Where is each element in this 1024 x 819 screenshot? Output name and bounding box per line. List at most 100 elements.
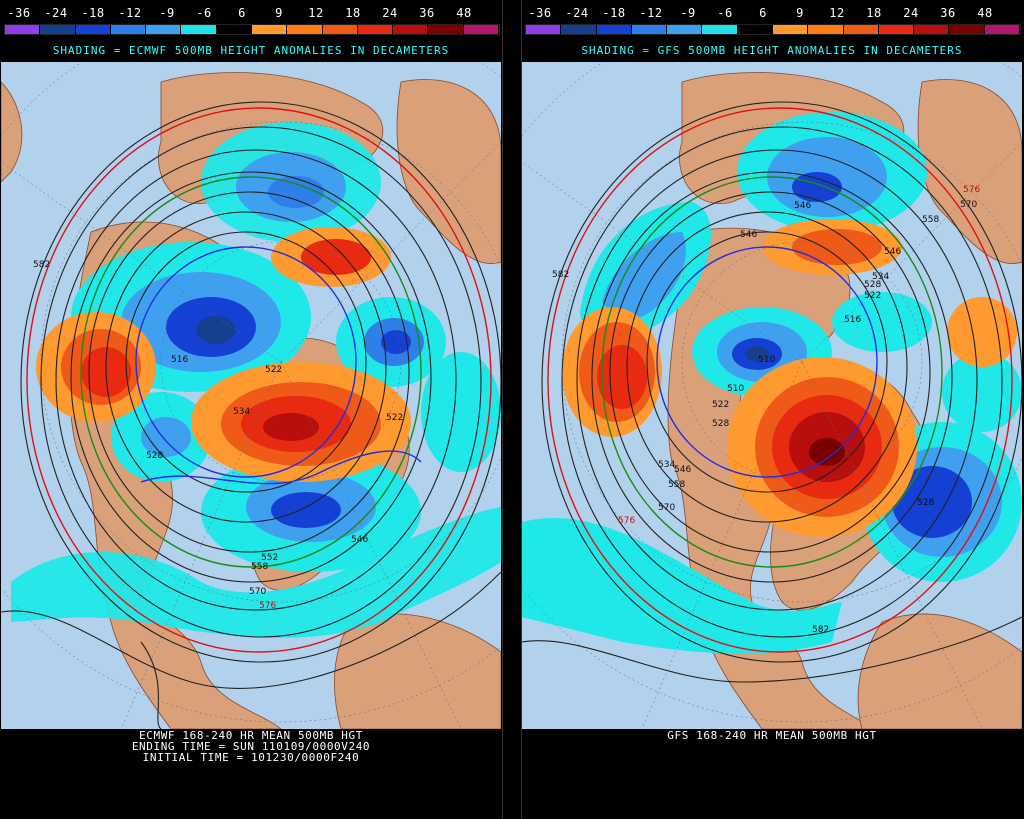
- contour-label: 510: [758, 355, 775, 365]
- legend-swatch: [808, 25, 844, 34]
- legend-label: 6: [759, 6, 767, 20]
- contour-label: 528: [864, 280, 881, 290]
- legend-label: 9: [796, 6, 804, 20]
- contour-label: 570: [960, 200, 977, 210]
- contour-label: 534: [872, 272, 889, 282]
- legend-swatch: [40, 25, 76, 34]
- legend-swatch: [322, 25, 358, 34]
- legend-swatch: [110, 25, 147, 34]
- legend-label: 24: [903, 6, 919, 20]
- shading-title: SHADING = GFS 500MB HEIGHT ANOMALIES IN …: [581, 44, 963, 57]
- legend-label: -18: [81, 6, 105, 20]
- legend-label: -12: [118, 6, 142, 20]
- graticule: [522, 62, 1022, 729]
- ecmwf-panel: -36 -24 -18 -12 -9 -6 6 9 12 18 24 36 48…: [1, 0, 501, 819]
- contour-label: 576: [963, 185, 980, 195]
- legend-swatch: [251, 25, 288, 34]
- graticule: [1, 62, 501, 729]
- legend-color-bar: [525, 24, 1021, 35]
- contour-label: 546: [674, 465, 691, 475]
- contour-label: 558: [668, 480, 685, 490]
- legend-swatch: [949, 25, 985, 34]
- height-contours: [522, 101, 1022, 683]
- legend-swatch: [631, 25, 668, 34]
- contour-label: 528: [917, 498, 934, 508]
- legend-swatch: [357, 25, 394, 34]
- contour-label: 546: [794, 201, 811, 211]
- contour-label: 582: [33, 260, 50, 270]
- legend-label: -9: [159, 6, 175, 20]
- caption-line: INITIAL TIME = 101230/0000F240: [142, 751, 360, 764]
- contour-label: 534: [658, 460, 675, 470]
- legend-label: 18: [345, 6, 361, 20]
- legend-swatch: [75, 25, 111, 34]
- legend-swatch: [914, 25, 950, 34]
- legend-label: -18: [602, 6, 626, 20]
- legend-swatch: [702, 25, 738, 34]
- legend-label: 48: [456, 6, 472, 20]
- contour-label: 534: [233, 407, 250, 417]
- contour-label: 552: [261, 553, 278, 563]
- legend-swatch: [561, 25, 597, 34]
- caption-line: GFS 168-240 HR MEAN 500MB HGT: [667, 729, 877, 742]
- legend-color-bar: [4, 24, 500, 35]
- gfs-panel: -36 -24 -18 -12 -9 -6 6 9 12 18 24 36 48…: [522, 0, 1022, 819]
- legend-swatch: [146, 25, 182, 34]
- legend-swatch: [737, 25, 773, 34]
- contour-label: 546: [351, 535, 368, 545]
- legend-label: 12: [829, 6, 845, 20]
- contour-label: 558: [922, 215, 939, 225]
- legend-swatch: [393, 25, 429, 34]
- legend-label: -12: [639, 6, 663, 20]
- legend-labels: -36 -24 -18 -12 -9 -6 6 9 12 18 24 36 48: [522, 6, 1022, 20]
- contour-label: 582: [812, 625, 829, 635]
- legend-swatch: [428, 25, 464, 34]
- contour-labels: 582 546 546 534 528 522 516 510 510 522 …: [552, 185, 980, 635]
- legend-label: -6: [717, 6, 733, 20]
- height-contours: [1, 101, 501, 729]
- ecmwf-map: 582 522 516 534 528 522 546 552 558 570 …: [1, 62, 501, 729]
- legend-swatch: [526, 25, 562, 34]
- contour-label: 582: [552, 270, 569, 280]
- contour-label: 576: [618, 516, 635, 526]
- legend-label: 12: [308, 6, 324, 20]
- contour-label: 510: [727, 384, 744, 394]
- legend-swatch: [878, 25, 915, 34]
- contour-label: 546: [740, 230, 757, 240]
- legend-swatch: [596, 25, 632, 34]
- legend-swatch: [216, 25, 252, 34]
- contour-label: 576: [259, 601, 276, 611]
- legend-label: 18: [866, 6, 882, 20]
- panel-divider: [502, 0, 522, 819]
- legend-swatch: [984, 25, 1020, 34]
- contour-label: 558: [251, 562, 268, 572]
- contour-label: 570: [249, 587, 266, 597]
- legend-swatch: [463, 25, 499, 34]
- positive-anomalies: [562, 219, 1017, 537]
- legend-swatch: [772, 25, 809, 34]
- legend-label: 36: [419, 6, 435, 20]
- contour-labels: 582 522 516 534 528 522 546 552 558 570 …: [33, 260, 403, 611]
- highlight-contours: [547, 107, 1013, 653]
- legend-label: -24: [44, 6, 68, 20]
- ecmwf-map-svg: 582 522 516 534 528 522 546 552 558 570 …: [1, 62, 501, 729]
- contour-label: 522: [864, 291, 881, 301]
- contour-label: 516: [844, 315, 861, 325]
- gfs-map-svg: 582 546 546 534 528 522 516 510 510 522 …: [522, 62, 1022, 729]
- legend-label: 6: [238, 6, 246, 20]
- contour-label: 528: [146, 451, 163, 461]
- legend-label: 9: [275, 6, 283, 20]
- legend-label: 36: [940, 6, 956, 20]
- legend-labels: -36 -24 -18 -12 -9 -6 6 9 12 18 24 36 48: [1, 6, 501, 20]
- shading-title: SHADING = ECMWF 500MB HEIGHT ANOMALIES I…: [52, 44, 450, 57]
- legend-swatch: [843, 25, 879, 34]
- legend-label: -6: [196, 6, 212, 20]
- caption-line: ECMWF 168-240 HR MEAN 500MB HGT: [139, 729, 363, 742]
- legend-swatch: [287, 25, 323, 34]
- contour-label: 546: [884, 247, 901, 257]
- legend-label: 48: [977, 6, 993, 20]
- legend-swatch: [181, 25, 217, 34]
- legend-label: -36: [528, 6, 552, 20]
- legend-label: -24: [565, 6, 589, 20]
- legend-label: -9: [680, 6, 696, 20]
